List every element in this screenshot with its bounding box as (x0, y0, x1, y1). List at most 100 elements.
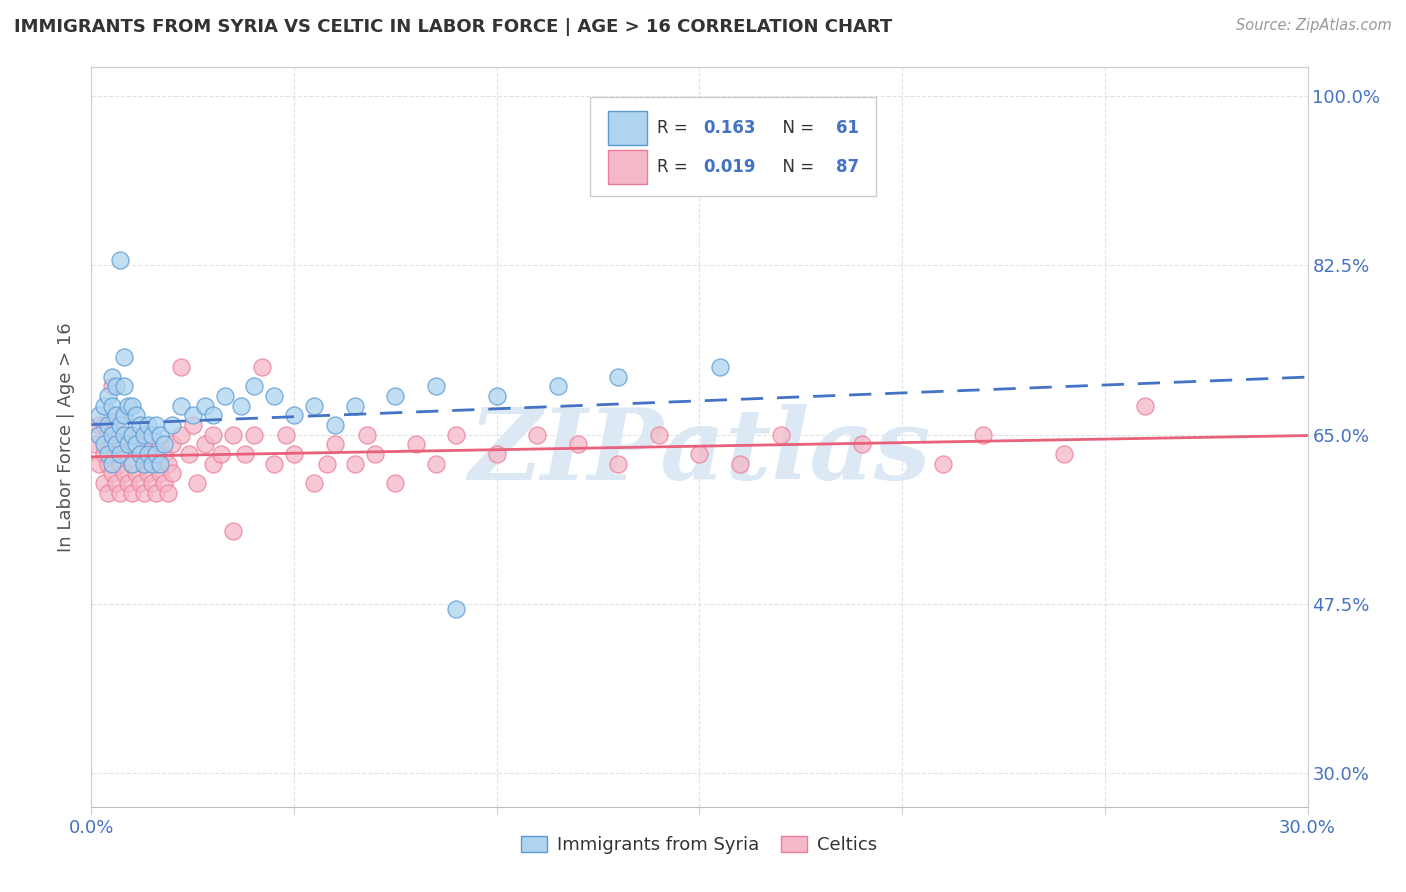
Point (129, 417, 152, 432)
Point (323, 417, 346, 432)
Point (444, 427, 467, 442)
Point (104, 417, 127, 432)
Point (100, 369, 122, 384)
Text: 0.163: 0.163 (703, 120, 755, 137)
Point (100, 399, 122, 413)
Point (129, 447, 152, 461)
Point (169, 427, 191, 442)
Point (769, 427, 792, 442)
Point (209, 447, 232, 461)
Point (125, 437, 148, 451)
Point (931, 457, 953, 471)
Point (97, 417, 120, 432)
Point (343, 457, 366, 471)
Point (112, 427, 135, 442)
Point (97, 389, 120, 403)
Point (125, 409, 148, 423)
Point (242, 427, 264, 442)
Point (405, 437, 427, 451)
Point (153, 476, 176, 491)
Point (315, 457, 337, 471)
Point (177, 447, 200, 461)
Point (132, 457, 155, 471)
Point (485, 447, 508, 461)
Point (89, 417, 111, 432)
Point (181, 417, 204, 432)
Point (149, 437, 172, 451)
Point (104, 476, 127, 491)
Point (108, 417, 131, 432)
Point (104, 447, 127, 461)
Point (136, 467, 159, 481)
Point (112, 437, 135, 451)
Point (162, 417, 184, 432)
Point (304, 399, 326, 413)
Point (93, 437, 115, 451)
Point (132, 485, 155, 500)
Text: R =: R = (657, 120, 693, 137)
FancyBboxPatch shape (609, 112, 647, 145)
Point (283, 447, 305, 461)
Point (97, 457, 120, 471)
Point (121, 427, 143, 442)
Point (304, 476, 326, 491)
Point (145, 485, 167, 500)
Legend: Immigrants from Syria, Celtics: Immigrants from Syria, Celtics (515, 829, 884, 861)
Point (181, 409, 204, 423)
Point (136, 437, 159, 451)
Point (121, 485, 143, 500)
FancyBboxPatch shape (591, 96, 876, 196)
Point (141, 427, 163, 442)
Point (129, 447, 152, 461)
Point (112, 409, 135, 423)
Point (648, 427, 671, 442)
Point (526, 427, 548, 442)
Point (89, 457, 111, 471)
Point (222, 524, 245, 539)
Point (136, 417, 159, 432)
Point (112, 409, 135, 423)
Point (242, 379, 264, 393)
Point (89, 427, 111, 442)
Point (194, 399, 217, 413)
Point (108, 457, 131, 471)
Point (153, 437, 176, 451)
Point (425, 457, 447, 471)
Point (851, 437, 873, 451)
Point (485, 389, 508, 403)
Point (93, 476, 115, 491)
Point (149, 457, 172, 471)
Point (444, 602, 467, 616)
Text: 61: 61 (835, 120, 859, 137)
Point (263, 457, 285, 471)
Point (157, 485, 180, 500)
Point (89, 409, 111, 423)
Point (117, 437, 139, 451)
Point (104, 437, 127, 451)
Point (323, 437, 346, 451)
Point (97, 427, 120, 442)
Point (384, 389, 406, 403)
Point (157, 457, 180, 471)
Point (169, 399, 191, 413)
Text: R =: R = (657, 158, 693, 176)
Point (117, 447, 139, 461)
Point (112, 350, 135, 364)
Point (145, 417, 167, 432)
Point (84, 437, 107, 451)
Point (274, 427, 297, 442)
Point (93, 399, 115, 413)
Point (132, 427, 155, 442)
Point (214, 389, 236, 403)
Point (121, 399, 143, 413)
Point (108, 447, 131, 461)
Point (235, 447, 257, 461)
Point (141, 476, 163, 491)
Point (222, 427, 245, 442)
Point (364, 447, 387, 461)
Point (425, 379, 447, 393)
Point (186, 476, 208, 491)
FancyBboxPatch shape (609, 150, 647, 184)
Point (162, 467, 184, 481)
Point (112, 379, 135, 393)
